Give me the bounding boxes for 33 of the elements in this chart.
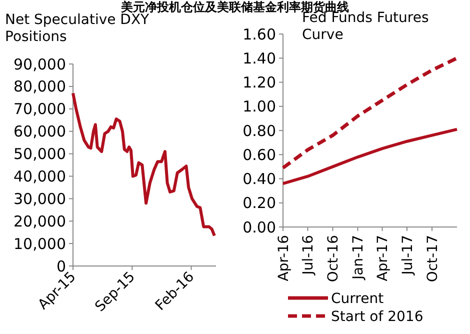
y-tick-label: 0.40 [242,170,276,188]
text: 美元净投机仓位及美联储基金利率期货曲线 [120,0,349,14]
legend-label: Start of 2016 [331,308,424,325]
y-tick-label: 1.40 [242,49,276,68]
line-series [72,92,216,238]
line-series [282,128,458,186]
y-tick-label: 40,000 [14,167,66,186]
x-tick-label: Jan-17 [350,235,367,280]
y-tick-label: 70,000 [14,100,66,118]
x-tick-label: Apr-17 [375,235,392,282]
x-tick-label: Jul-17 [400,235,416,276]
y-tick-label: 0 [56,257,66,276]
y-tick-label: 10,000 [14,234,66,253]
x-tick-label: Apr-16 [276,234,292,282]
line-series [281,56,459,170]
y-tick-label: 60,000 [14,122,66,141]
legend-label: Current [331,290,384,307]
y-tick-label: 1.20 [242,74,276,92]
y-tick-label: 0.60 [242,146,276,164]
y-tick-label: 50,000 [14,145,66,164]
y-tick-label: 0.00 [242,218,276,236]
x-tick-label: Oct-16 [326,234,342,282]
x-tick-label: Jul-16 [300,234,317,276]
y-tick-label: 0.20 [242,194,276,212]
y-tick-label: 20,000 [14,212,66,230]
y-tick-label: 90,000 [14,55,66,74]
y-tick-label: 30,000 [14,190,66,208]
y-tick-label: 0.80 [242,122,276,140]
x-tick-label: Oct-17 [424,235,441,282]
y-tick-label: 1.60 [242,25,276,44]
y-tick-label: 80,000 [14,78,66,96]
chart-title: Net Speculative DXY Positions [5,12,150,45]
y-tick-label: 1.00 [242,98,276,116]
